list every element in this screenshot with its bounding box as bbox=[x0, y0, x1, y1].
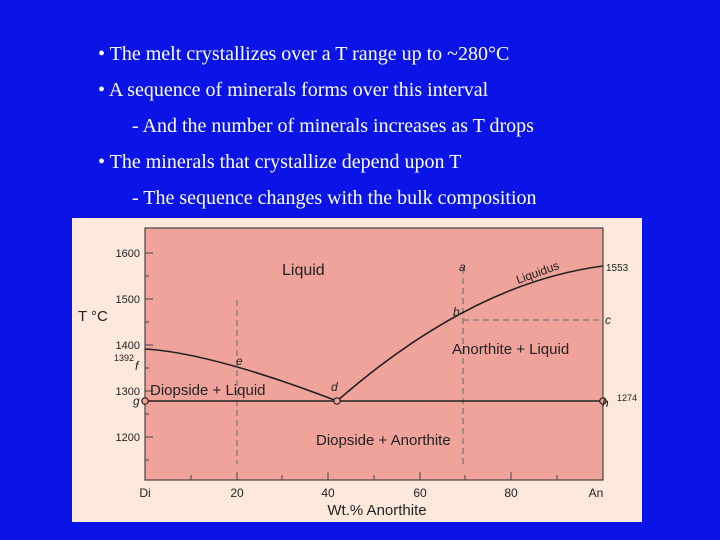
x-tick-di: Di bbox=[139, 486, 150, 500]
point-d: d bbox=[331, 380, 338, 394]
sub-bullet-1: - And the number of minerals increases a… bbox=[132, 115, 534, 137]
field-liquid: Liquid bbox=[282, 262, 325, 279]
x-axis-ticks bbox=[190, 472, 558, 480]
point-b: b bbox=[453, 305, 460, 319]
liquidus-diopside-curve bbox=[144, 348, 338, 402]
bullet-1: • The melt crystallizes over a T range u… bbox=[98, 43, 510, 65]
eutectic-temperature: 1274 bbox=[617, 393, 637, 403]
point-c: c bbox=[605, 313, 611, 327]
x-tick-20: 20 bbox=[230, 486, 244, 500]
point-letters: a b c d e f g h bbox=[133, 260, 611, 410]
plot-field bbox=[145, 228, 603, 480]
y-tick-1400: 1400 bbox=[116, 340, 140, 352]
sub-bullet-2: - The sequence changes with the bulk com… bbox=[132, 187, 537, 209]
point-f: f bbox=[135, 359, 140, 373]
diopside-melting-point: 1392 bbox=[114, 353, 134, 363]
point-a: a bbox=[459, 260, 466, 274]
x-tick-40: 40 bbox=[321, 486, 335, 500]
field-diopside-liquid: Diopside + Liquid bbox=[150, 382, 266, 399]
field-diopside-anorthite: Diopside + Anorthite bbox=[316, 432, 451, 449]
liquidus-anorthite-curve bbox=[336, 265, 604, 402]
field-anorthite-liquid: Anorthite + Liquid bbox=[452, 341, 569, 358]
bullet-2: • A sequence of minerals forms over this… bbox=[98, 79, 489, 101]
x-tick-labels: Di 20 40 60 80 An bbox=[139, 486, 603, 500]
point-d-marker bbox=[333, 397, 341, 405]
point-g: g bbox=[133, 394, 140, 408]
point-h-marker bbox=[599, 397, 607, 405]
x-axis-title: Wt.% Anorthite bbox=[327, 502, 426, 519]
y-tick-labels: 1600 1500 1400 1300 1200 bbox=[116, 248, 140, 444]
isopleth-lines bbox=[236, 268, 603, 464]
y-tick-1300: 1300 bbox=[116, 386, 140, 398]
x-tick-80: 80 bbox=[504, 486, 518, 500]
bullet-list: • The melt crystallizes over a T range u… bbox=[98, 36, 537, 216]
x-tick-60: 60 bbox=[413, 486, 427, 500]
phase-diagram: 1600 1500 1400 1300 1200 1392 1553 1274 … bbox=[72, 218, 642, 522]
bullet-3: • The minerals that crystallize depend u… bbox=[98, 151, 462, 173]
point-e: e bbox=[236, 354, 243, 368]
x-tick-an: An bbox=[589, 486, 604, 500]
y-tick-1500: 1500 bbox=[116, 294, 140, 306]
point-g-marker bbox=[141, 397, 149, 405]
y-tick-1200: 1200 bbox=[116, 432, 140, 444]
anorthite-melting-point: 1553 bbox=[606, 263, 629, 274]
y-axis-title: T °C bbox=[78, 308, 108, 325]
y-axis-ticks bbox=[145, 252, 153, 461]
y-tick-1600: 1600 bbox=[116, 248, 140, 260]
point-h: h bbox=[602, 396, 609, 410]
phase-diagram-svg: 1600 1500 1400 1300 1200 1392 1553 1274 … bbox=[72, 218, 642, 522]
